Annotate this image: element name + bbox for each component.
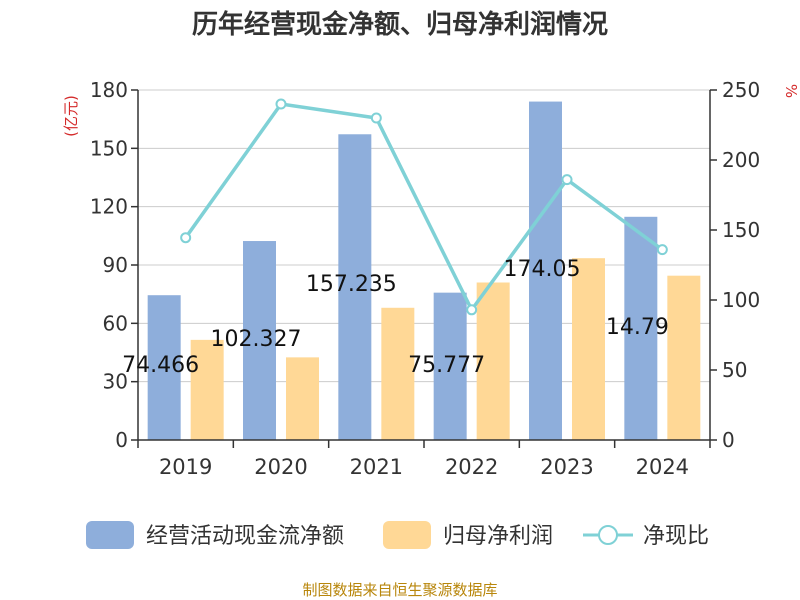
grid-lines — [138, 89, 710, 383]
net-profit-bar — [667, 275, 701, 440]
right-tick-label: 200 — [722, 148, 760, 172]
line-series — [180, 98, 668, 316]
ratio-point — [656, 244, 668, 256]
cashflow-bar — [529, 101, 562, 440]
net-profit-bar — [286, 357, 319, 440]
ratio-point — [466, 304, 478, 316]
left-tick-label: 30 — [103, 370, 128, 394]
net-profit-bar — [476, 282, 510, 440]
chart-title: 历年经营现金净额、归母净利润情况 — [192, 9, 608, 40]
net-profit-bar — [381, 307, 415, 440]
left-tick-label: 90 — [103, 253, 128, 277]
x-tick-label: 2019 — [159, 455, 212, 479]
legend-label-cashflow: 经营活动现金流净额 — [146, 524, 344, 549]
right-tick-label: 100 — [722, 288, 760, 312]
net-profit-bar — [190, 339, 224, 440]
legend-swatch-cashflow — [86, 521, 134, 549]
ratio-point — [561, 174, 573, 186]
cashflow-bar — [243, 241, 276, 440]
right-tick-label: 250 — [722, 78, 760, 102]
data-label: 14.79 — [606, 315, 669, 340]
data-label: 102.327 — [211, 327, 302, 352]
left-tick-label: 150 — [90, 136, 128, 160]
ratio-line — [184, 102, 664, 314]
x-tick-label: 2023 — [540, 455, 593, 479]
data-label: 74.466 — [122, 353, 199, 378]
x-tick-label: 2021 — [350, 455, 403, 479]
data-label: 157.235 — [306, 272, 397, 297]
left-tick-label: 180 — [90, 78, 128, 102]
cashflow-bar — [147, 295, 181, 440]
legend-marker-ratio — [598, 525, 618, 545]
bar-series — [147, 101, 701, 441]
right-tick-label: 50 — [722, 358, 747, 382]
left-tick-label: 60 — [103, 311, 128, 335]
right-tick-label: 0 — [722, 428, 735, 452]
left-tick-label: 0 — [115, 428, 128, 452]
ratio-point — [180, 232, 192, 244]
x-axis: 2019 2020 2021 2022 2023 2024 — [137, 439, 711, 479]
legend-label-net-profit: 归母净利润 — [443, 524, 553, 549]
left-axis-unit: (亿元) — [62, 95, 80, 137]
x-tick-label: 2022 — [445, 455, 498, 479]
data-label: 174.05 — [504, 257, 581, 282]
legend-swatch-net-profit — [383, 521, 431, 549]
x-tick-label: 2024 — [636, 455, 689, 479]
left-y-axis: 0 30 60 90 120 150 180 — [90, 78, 139, 452]
cashflow-bar — [624, 216, 658, 440]
data-label: 75.777 — [408, 353, 485, 378]
legend: 经营活动现金流净额 归母净利润 净现比 — [86, 521, 709, 549]
right-y-axis: 0 50 100 150 200 250 — [709, 78, 760, 452]
data-labels: 74.466 102.327 157.235 75.777 174.05 14.79 — [122, 257, 669, 378]
cashflow-bar — [433, 292, 467, 440]
source-note: 制图数据来自恒生聚源数据库 — [302, 581, 497, 599]
ratio-point — [370, 112, 382, 124]
right-tick-label: 150 — [722, 218, 760, 242]
legend-label-ratio: 净现比 — [643, 524, 709, 549]
net-profit-bar — [572, 258, 605, 440]
cashflow-bar — [338, 134, 372, 441]
x-tick-label: 2020 — [254, 455, 307, 479]
left-tick-label: 120 — [90, 195, 128, 219]
right-axis-unit: % — [782, 84, 800, 98]
ratio-point — [275, 98, 287, 110]
